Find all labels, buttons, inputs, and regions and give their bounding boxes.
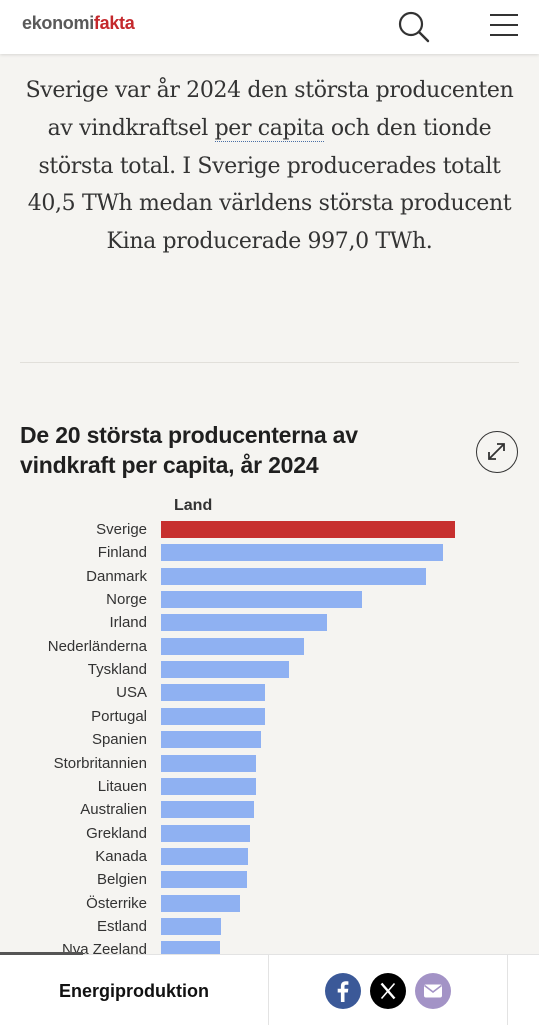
bar[interactable] — [161, 824, 250, 842]
bar[interactable] — [161, 917, 221, 935]
bar-label: USA — [116, 684, 147, 702]
bar[interactable] — [161, 684, 266, 702]
bar-label: Danmark — [86, 567, 147, 585]
bar[interactable] — [161, 591, 363, 609]
footer-divider-right — [507, 955, 508, 1025]
category-axis-label: Land — [174, 497, 213, 514]
reading-progress-bar — [0, 952, 83, 955]
bar-label: Nederländerna — [47, 637, 147, 655]
bar[interactable] — [161, 661, 290, 679]
bar[interactable] — [161, 614, 327, 632]
bar[interactable] — [161, 847, 249, 865]
bar-label: Sverige — [96, 521, 147, 538]
sticky-footer: Energiproduktion — [0, 952, 539, 1025]
footer-section-title[interactable]: Energiproduktion — [59, 981, 209, 1001]
chart-title: De 20 största producenterna av vindkraft… — [20, 422, 358, 478]
bar[interactable] — [161, 731, 261, 749]
bar-label: Storbritannien — [53, 754, 147, 772]
bar[interactable] — [161, 941, 220, 954]
site-header: ekonomifakta — [0, 0, 539, 54]
bar[interactable] — [161, 777, 256, 795]
bar[interactable] — [161, 707, 266, 725]
search-icon — [398, 11, 430, 43]
intro-text-2: och den tionde största total. I Sverige … — [27, 115, 512, 255]
bar-label: Portugal — [91, 707, 147, 725]
menu-icon — [490, 14, 518, 36]
footer-divider — [268, 955, 269, 1025]
bar-label: Litauen — [97, 777, 147, 795]
intro-paragraph: Sverige var år 2024 den största producen… — [20, 72, 519, 261]
bar-label: Belgien — [96, 871, 147, 889]
bar[interactable] — [161, 637, 305, 655]
bar-label: Grekland — [86, 824, 147, 842]
menu-button[interactable] — [486, 9, 522, 45]
bar-label: Estland — [96, 917, 147, 935]
intro-text-1: Sverige var år 2024 den största producen… — [25, 78, 514, 141]
bar-label: Nya Zeeland — [61, 941, 147, 954]
search-button[interactable] — [394, 8, 434, 48]
bar[interactable] — [161, 801, 254, 819]
bar-label: Tyskland — [87, 661, 147, 679]
bar-label: Australien — [80, 801, 147, 819]
bar-label: Österrike — [86, 894, 147, 912]
x-icon — [380, 982, 396, 1000]
facebook-share-button[interactable] — [325, 973, 361, 1009]
bar[interactable] — [161, 894, 240, 912]
bar-label: Finland — [97, 544, 147, 562]
bar-label: Norge — [106, 591, 147, 609]
email-icon — [424, 984, 442, 998]
section-divider — [20, 362, 519, 363]
bar[interactable] — [161, 567, 427, 585]
logo-part-2: fakta — [93, 13, 135, 33]
expand-icon — [488, 443, 505, 460]
bar-label: Spanien — [91, 731, 147, 749]
bar-chart: Land Sverige Finland Danmark Norge Irland Ned… — [0, 492, 539, 954]
email-share-button[interactable] — [415, 973, 451, 1009]
expand-chart-button[interactable] — [476, 431, 518, 473]
bar[interactable] — [161, 544, 443, 562]
per-capita-link[interactable]: per capita — [214, 115, 325, 142]
bar[interactable] — [161, 521, 455, 538]
facebook-icon — [337, 981, 349, 1002]
bar-label: Kanada — [95, 847, 147, 865]
bar-label: Irland — [109, 614, 147, 632]
bar[interactable] — [161, 871, 247, 889]
logo-part-1: ekonomi — [22, 13, 94, 33]
bar[interactable] — [161, 754, 256, 772]
x-share-button[interactable] — [370, 973, 406, 1009]
site-logo[interactable]: ekonomifakta — [22, 13, 135, 34]
